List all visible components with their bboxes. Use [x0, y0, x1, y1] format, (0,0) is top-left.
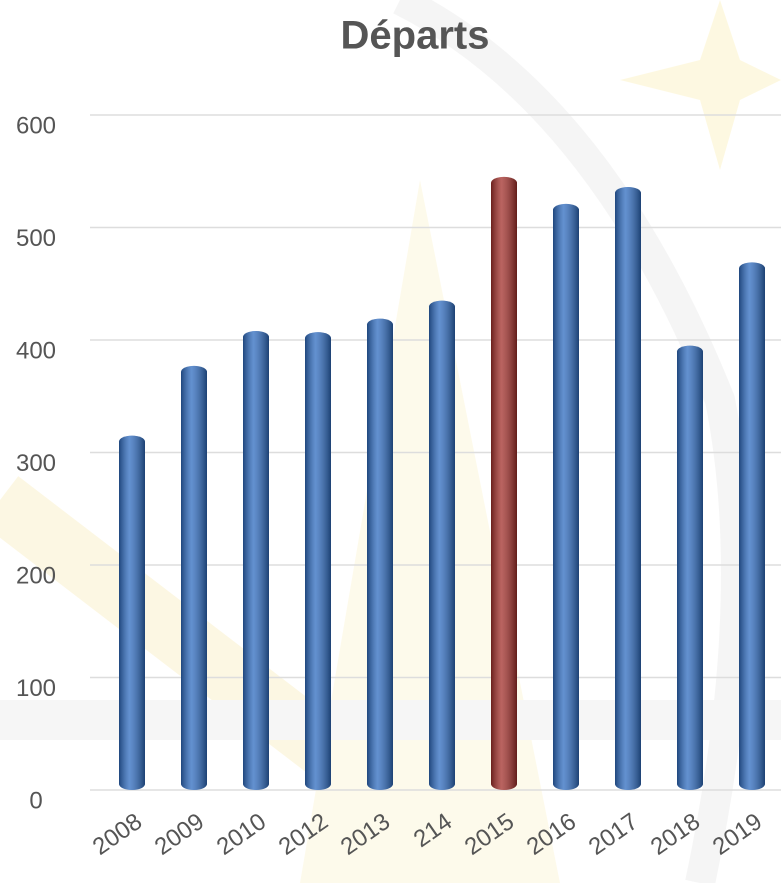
y-tick-label: 600: [16, 112, 56, 139]
bar-shade: [367, 318, 393, 790]
chart-title: Départs: [341, 14, 490, 58]
bar-shade: [243, 331, 269, 790]
y-tick-label: 300: [16, 450, 56, 477]
x-tick-label: 2010: [212, 808, 271, 861]
x-tick-label: 2008: [88, 808, 147, 861]
y-tick-label: 200: [16, 562, 56, 589]
x-tick-label: 2017: [584, 808, 643, 861]
x-tick-label: 2009: [150, 808, 209, 861]
bar-shade: [677, 345, 703, 790]
bar-shade: [739, 262, 765, 790]
bar-shade: [305, 332, 331, 790]
bar-shade: [429, 300, 455, 790]
bar-shade: [181, 365, 207, 790]
bar-shade: [491, 176, 517, 790]
y-tick-label: 0: [29, 787, 42, 814]
bar-shade: [553, 203, 579, 790]
y-tick-label: 400: [16, 337, 56, 364]
y-tick-label: 100: [16, 675, 56, 702]
bar-shade: [615, 187, 641, 790]
y-tick-label: 500: [16, 225, 56, 252]
bar-shade: [119, 435, 145, 790]
